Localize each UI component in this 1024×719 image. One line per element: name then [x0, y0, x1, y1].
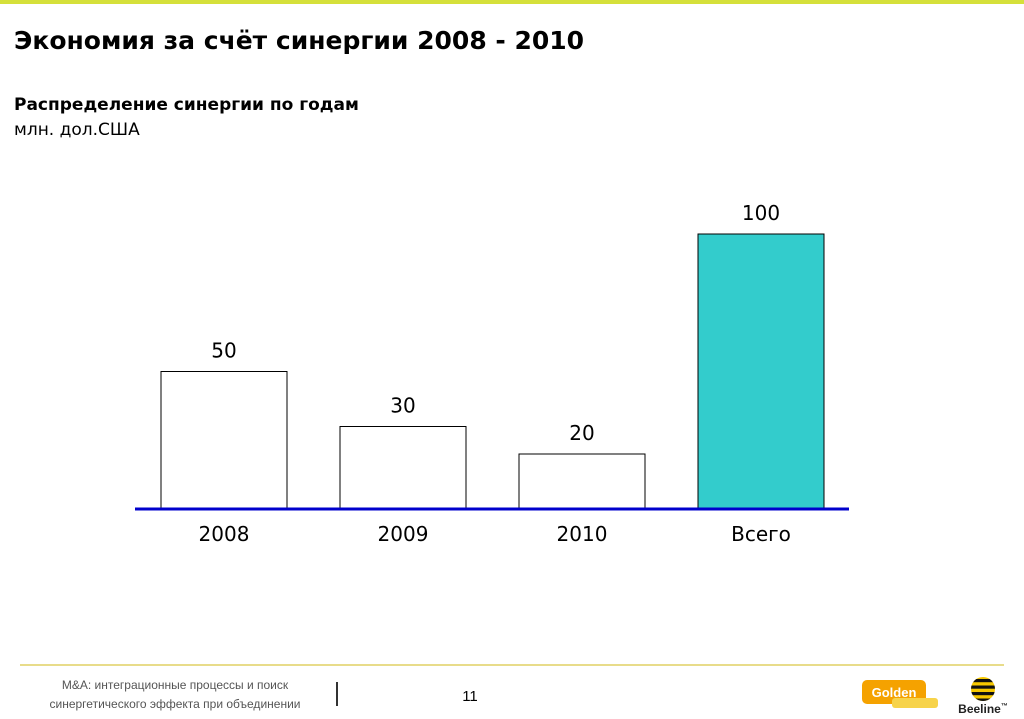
- chart-unit-label: млн. дол.США: [14, 120, 140, 140]
- labels-layer: 50 2008 30 2009 20 2010 100 Всего: [199, 201, 791, 546]
- page-number: 11: [462, 688, 478, 705]
- page-title: Экономия за счёт синергии 2008 - 2010: [14, 26, 585, 55]
- golden-logo-text: Golden: [872, 685, 917, 700]
- data-label-2010: 20: [569, 421, 594, 445]
- footer-caption-line-1: M&A: интеграционные процессы и поиск: [61, 678, 289, 692]
- bar-2009: [339, 426, 467, 510]
- golden-telecom-logo: Golden: [862, 680, 938, 708]
- category-label-2009: 2009: [378, 522, 429, 546]
- bar-Всего: [697, 233, 825, 510]
- bars-layer: [160, 233, 825, 510]
- bar-2010: [518, 453, 646, 510]
- data-label-2009: 30: [390, 394, 415, 418]
- data-label-Всего: 100: [742, 201, 780, 225]
- footer-caption-line-2: синергетического эффекта при объединении: [49, 697, 301, 711]
- bar-chart: 50 2008 30 2009 20 2010 100 Всего: [135, 201, 849, 546]
- category-label-Всего: Всего: [731, 522, 791, 546]
- beeline-logo-text: Beeline™: [958, 702, 1008, 716]
- footer-separator: [336, 682, 338, 706]
- footer-rule: [20, 664, 1004, 666]
- category-label-2008: 2008: [199, 522, 250, 546]
- data-label-2008: 50: [211, 339, 236, 363]
- top-accent-rule: [0, 0, 1024, 4]
- bar-2008: [160, 371, 288, 510]
- category-label-2010: 2010: [557, 522, 608, 546]
- beeline-ball-icon: [971, 677, 995, 701]
- beeline-logo: Beeline™: [950, 676, 1016, 716]
- footer-caption: M&A: интеграционные процессы и поиск син…: [30, 676, 320, 714]
- chart-subtitle: Распределение синергии по годам: [14, 95, 359, 115]
